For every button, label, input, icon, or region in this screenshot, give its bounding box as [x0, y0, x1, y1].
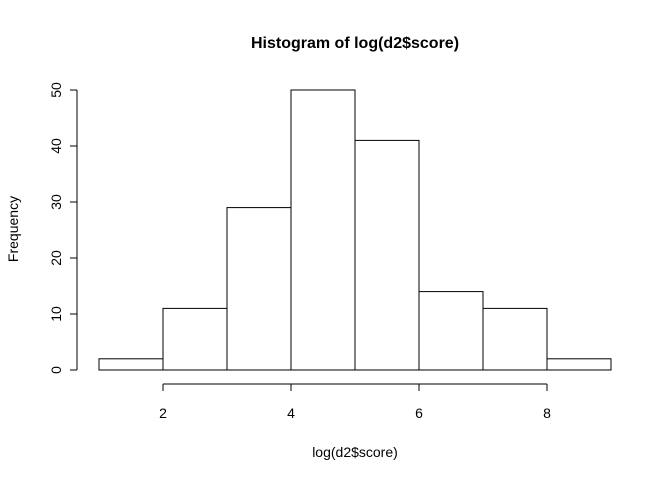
x-tick-label: 2 [159, 405, 167, 421]
y-tick-label: 50 [48, 82, 64, 98]
y-tick-label: 10 [48, 306, 64, 322]
x-tick-label: 6 [415, 405, 423, 421]
y-tick-label: 0 [48, 366, 64, 374]
x-axis-label: log(d2$score) [312, 444, 398, 460]
x-tick-label: 4 [287, 405, 295, 421]
histogram-bar-7 [482, 307, 548, 371]
y-tick-label: 30 [48, 194, 64, 210]
histogram-bar-3 [226, 207, 292, 371]
histogram-bar-4 [290, 89, 356, 371]
chart-title: Histogram of log(d2$score) [251, 35, 459, 52]
histogram-bar-1 [98, 358, 164, 371]
histogram-bar-8 [546, 358, 612, 371]
x-axis: 2 4 6 8 [159, 383, 551, 421]
histogram-bar-5 [354, 139, 420, 371]
histogram-bar-6 [418, 291, 484, 371]
histogram-bars [98, 89, 612, 371]
y-axis-label: Frequency [5, 196, 21, 262]
y-tick-label: 40 [48, 138, 64, 154]
y-axis: 0 10 20 30 40 50 [48, 82, 78, 374]
x-tick-label: 8 [543, 405, 551, 421]
y-tick-label: 20 [48, 250, 64, 266]
histogram-bar-2 [162, 307, 228, 371]
